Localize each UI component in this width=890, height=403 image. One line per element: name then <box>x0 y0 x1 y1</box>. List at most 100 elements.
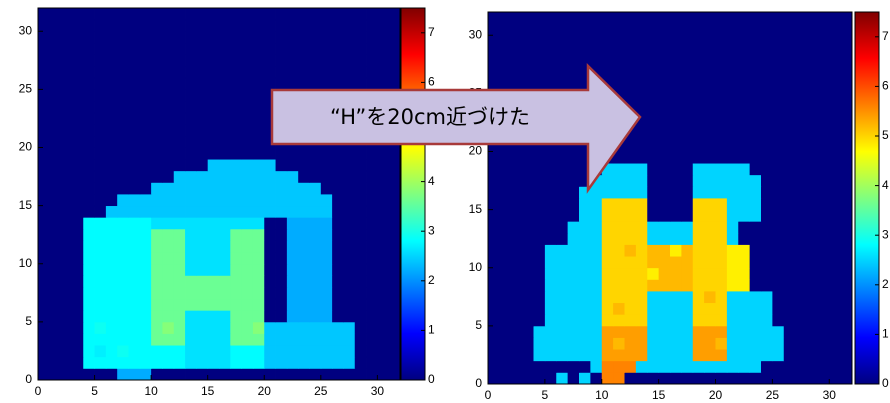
colorbar-tick-label: 4 <box>428 174 435 188</box>
cell <box>242 322 254 334</box>
cell <box>174 264 186 276</box>
cell <box>310 8 322 20</box>
cell <box>807 47 819 59</box>
cell <box>208 159 220 171</box>
cell <box>556 314 568 326</box>
cell <box>117 217 129 229</box>
cell <box>355 55 367 67</box>
cell <box>807 314 819 326</box>
cell <box>534 268 546 280</box>
cell <box>208 264 220 276</box>
cell <box>106 101 118 113</box>
cell <box>738 291 750 303</box>
cell <box>693 314 705 326</box>
cell <box>784 314 796 326</box>
cell <box>298 43 310 55</box>
cell <box>693 279 705 291</box>
cell <box>670 198 682 210</box>
cell <box>522 268 534 280</box>
cell <box>95 241 107 253</box>
cell <box>287 43 299 55</box>
cell <box>568 349 580 361</box>
cell <box>534 245 546 257</box>
cell <box>499 326 511 338</box>
x-tick-label: 30 <box>371 384 385 398</box>
cell <box>556 303 568 315</box>
cell <box>174 8 186 20</box>
cell <box>488 338 500 350</box>
cell <box>321 8 333 20</box>
cell <box>784 349 796 361</box>
cell <box>321 275 333 287</box>
cell <box>659 326 671 338</box>
cell <box>151 217 163 229</box>
cell <box>716 105 728 117</box>
cell <box>795 35 807 47</box>
cell <box>772 82 784 94</box>
cell <box>738 245 750 257</box>
cell <box>738 186 750 198</box>
cell <box>750 186 762 198</box>
cell <box>253 136 265 148</box>
cell <box>129 287 141 299</box>
cell <box>818 349 830 361</box>
cell <box>276 148 288 160</box>
cell <box>230 368 242 380</box>
cell <box>772 372 784 384</box>
cell <box>253 368 265 380</box>
cell <box>522 70 534 82</box>
colorbar-tick-label: 7 <box>882 29 889 43</box>
cell <box>95 31 107 43</box>
cell <box>230 148 242 160</box>
cell <box>795 93 807 105</box>
y-tick-label: 10 <box>469 260 483 274</box>
cell <box>196 124 208 136</box>
cell <box>647 221 659 233</box>
cell <box>795 12 807 24</box>
cell <box>151 229 163 241</box>
cell <box>829 338 841 350</box>
cell <box>647 291 659 303</box>
cell <box>511 198 523 210</box>
cell <box>738 221 750 233</box>
cell <box>185 299 197 311</box>
cell <box>321 241 333 253</box>
cell <box>625 314 637 326</box>
cell <box>264 299 276 311</box>
cell <box>761 326 773 338</box>
cell <box>343 252 355 264</box>
cell <box>377 78 389 90</box>
cell <box>716 372 728 384</box>
cell <box>242 159 254 171</box>
cell <box>613 268 625 280</box>
cell <box>750 210 762 222</box>
cell <box>579 24 591 36</box>
cell <box>264 182 276 194</box>
cell <box>355 299 367 311</box>
cell <box>253 43 265 55</box>
cell <box>310 345 322 357</box>
cell <box>841 233 853 245</box>
cell <box>636 326 648 338</box>
cell <box>511 152 523 164</box>
cell <box>129 171 141 183</box>
cell <box>276 229 288 241</box>
cell <box>727 12 739 24</box>
cell <box>185 287 197 299</box>
cell <box>568 175 580 187</box>
cell <box>829 314 841 326</box>
cell <box>818 140 830 152</box>
cell <box>738 140 750 152</box>
cell <box>72 368 84 380</box>
cell <box>636 361 648 373</box>
cell <box>738 105 750 117</box>
cell <box>140 66 152 78</box>
cell <box>219 148 231 160</box>
cell <box>355 322 367 334</box>
cell <box>208 101 220 113</box>
cell <box>818 128 830 140</box>
cell <box>129 299 141 311</box>
cell <box>355 31 367 43</box>
cell <box>590 279 602 291</box>
cell <box>488 256 500 268</box>
